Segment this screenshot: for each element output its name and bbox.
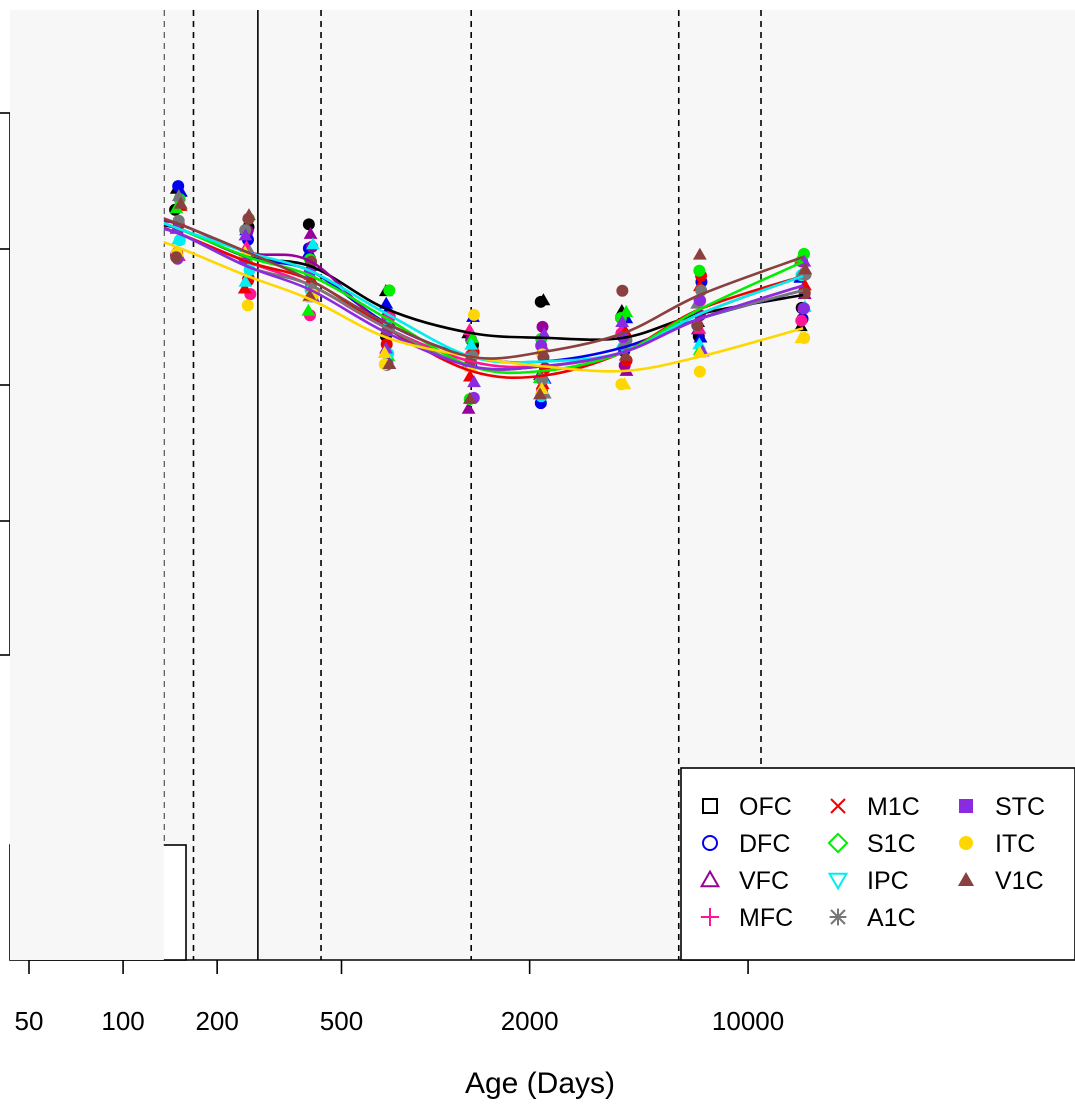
- data-point-s1c: [301, 303, 316, 316]
- legend-label-ipc: IPC: [867, 867, 909, 895]
- data-point-vfc: [303, 226, 318, 239]
- y-axis: [0, 112, 11, 656]
- data-point-ipc: [171, 232, 186, 245]
- data-point-v1c: [462, 391, 477, 404]
- data-point-s1c: [465, 330, 480, 343]
- data-point-m1c: [237, 281, 252, 294]
- data-point-itc: [693, 365, 706, 378]
- legend-label-v1c: V1C: [995, 867, 1044, 895]
- legend-label-dfc: DFC: [739, 830, 790, 858]
- data-point-itc: [617, 377, 632, 390]
- legend-symbol-m1c: [830, 798, 846, 814]
- x-tick-label: 200: [195, 1006, 238, 1036]
- legend-symbol-mfc: [700, 907, 720, 927]
- legend-label-mfc: MFC: [739, 904, 793, 932]
- x-tick-label: 50: [15, 1006, 44, 1036]
- data-point-itc: [377, 346, 392, 359]
- data-point-stc: [798, 302, 811, 315]
- data-point-stc: [467, 375, 481, 388]
- data-point-v1c: [618, 348, 633, 361]
- legend-label-ofc: OFC: [739, 793, 792, 821]
- data-point-ipc: [306, 237, 320, 250]
- legend-symbol-ofc: [702, 798, 718, 814]
- data-point-vfc: [461, 401, 476, 414]
- data-point-dfc: [693, 330, 708, 343]
- data-point-s1c: [693, 264, 706, 277]
- data-point-v1c: [173, 196, 188, 209]
- legend-regions: OFC DFC VFC MFC M1C S1C IPC A1C STC ITC V1C: [680, 767, 1075, 961]
- data-point-v1c: [692, 247, 707, 260]
- data-point-itc: [241, 299, 254, 312]
- data-point-v1c: [691, 319, 704, 332]
- plot-background-left: [10, 10, 164, 960]
- legend-symbol-stc: [959, 799, 973, 813]
- data-point-s1c: [383, 284, 396, 297]
- data-point-v1c: [242, 208, 256, 221]
- data-point-v1c: [798, 287, 811, 300]
- legend-symbol-dfc: [702, 835, 718, 851]
- data-point-ipc: [464, 337, 479, 350]
- data-point-itc: [794, 331, 809, 344]
- data-point-stc: [537, 327, 552, 340]
- data-point-a1c: [171, 189, 186, 202]
- data-point-itc: [467, 308, 480, 321]
- legend-symbol-s1c: [827, 832, 849, 854]
- x-tick-label: 10000: [712, 1006, 784, 1036]
- data-point-stc: [535, 339, 548, 352]
- data-point-v1c: [382, 357, 397, 370]
- legend-label-vfc: VFC: [739, 867, 789, 895]
- legend-symbol-vfc: [699, 869, 721, 888]
- legend-label-itc: ITC: [995, 830, 1035, 858]
- x-tick-label: 100: [101, 1006, 144, 1036]
- legend-label-s1c: S1C: [867, 830, 916, 858]
- data-point-ipc: [238, 274, 253, 287]
- x-axis: 50 100 200 500 2000 10000: [15, 959, 784, 1036]
- legend-label-a1c: A1C: [867, 904, 916, 932]
- legend-regions-box: [680, 767, 1075, 961]
- data-point-v1c: [616, 284, 629, 297]
- data-point-ofc: [536, 293, 551, 306]
- data-point-v1c: [798, 262, 813, 275]
- data-point-s1c: [619, 305, 634, 318]
- legend-symbol-a1c: [829, 908, 847, 926]
- x-tick-label: 2000: [501, 1006, 559, 1036]
- legend-label-m1c: M1C: [867, 793, 920, 821]
- data-point-v1c: [170, 251, 183, 264]
- data-point-v1c: [533, 387, 547, 400]
- legend-symbol-v1c: [957, 871, 975, 886]
- data-point-stc: [238, 228, 253, 241]
- data-point-dfc: [379, 296, 394, 309]
- data-point-mfc: [795, 314, 808, 327]
- legend-symbol-itc: [959, 836, 973, 850]
- data-point-ofc: [302, 218, 315, 231]
- x-axis-title: Age (Days): [465, 1067, 615, 1100]
- data-point-m1c: [539, 362, 552, 375]
- legend-symbol-ipc: [827, 872, 849, 891]
- data-point-stc: [615, 315, 630, 328]
- legend-label-stc: STC: [995, 793, 1045, 821]
- x-tick-label: 500: [320, 1006, 363, 1036]
